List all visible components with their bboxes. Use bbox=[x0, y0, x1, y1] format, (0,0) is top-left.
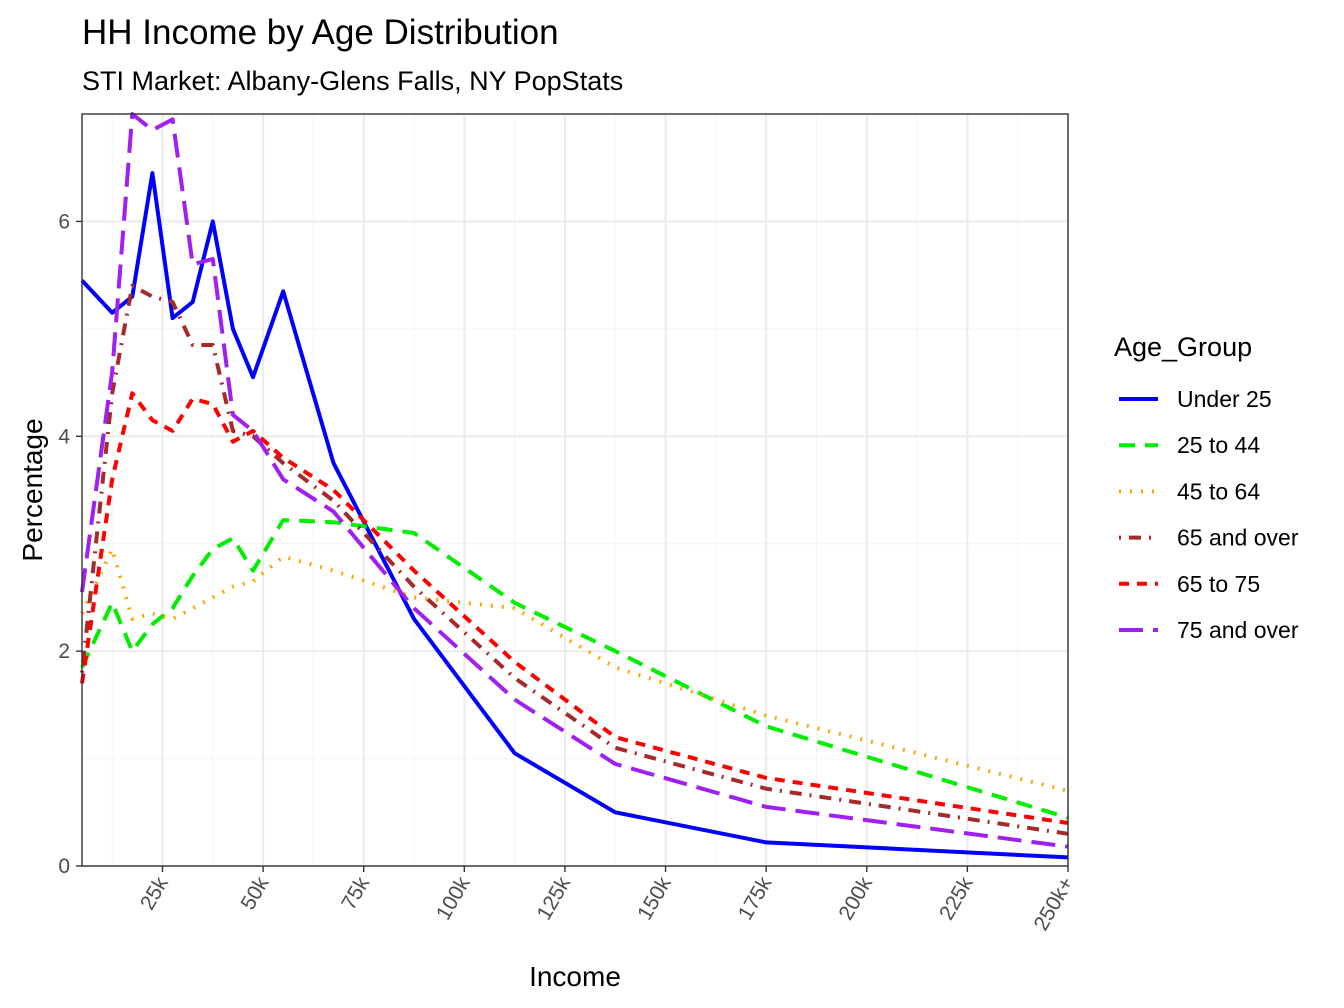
legend-label: 75 and over bbox=[1177, 617, 1299, 643]
legend-title: Age_Group bbox=[1114, 332, 1252, 362]
series-line-65-and-over bbox=[80, 283, 1069, 836]
x-tick-label: 125k bbox=[533, 873, 576, 924]
x-axis-title: Income bbox=[529, 961, 621, 992]
axis-ticks: 0 2 4 6 25k 50k 75k 100k 125k 150k 175k 200k 225k 250… bbox=[58, 210, 1078, 934]
x-tick-label: 200k bbox=[834, 873, 877, 924]
legend-label: 25 to 44 bbox=[1177, 432, 1260, 458]
x-tick-label: 50k bbox=[237, 873, 274, 914]
legend-label: 45 to 64 bbox=[1177, 478, 1260, 504]
x-tick-label: 25k bbox=[136, 873, 173, 914]
chart-title: HH Income by Age Distribution bbox=[82, 13, 559, 52]
legend: Age_Group Under 25 25 to 44 45 to 64 65 and… bbox=[1114, 332, 1299, 643]
y-axis-title: Percentage bbox=[17, 418, 48, 561]
y-tick-label: 4 bbox=[58, 425, 70, 448]
legend-label: 65 and over bbox=[1177, 525, 1299, 551]
legend-label: Under 25 bbox=[1177, 386, 1272, 412]
series-line-75-and-over bbox=[80, 112, 1069, 849]
x-tick-label: 100k bbox=[432, 873, 475, 924]
y-tick-label: 0 bbox=[58, 855, 70, 878]
series-line-25-to-44 bbox=[80, 518, 1069, 820]
legend-items: Under 25 25 to 44 45 to 64 65 and over 65 to… bbox=[1119, 386, 1299, 643]
series-line-45-to-64 bbox=[80, 547, 1069, 793]
plot-panel bbox=[81, 113, 1069, 867]
x-tick-label: 225k bbox=[935, 873, 978, 924]
series-lines bbox=[80, 112, 1069, 860]
legend-label: 65 to 75 bbox=[1177, 571, 1260, 597]
y-tick-label: 2 bbox=[58, 640, 70, 663]
x-tick-label: 150k bbox=[633, 873, 676, 924]
y-tick-label: 6 bbox=[58, 210, 70, 233]
gridlines bbox=[82, 114, 1069, 867]
x-tick-label: 175k bbox=[734, 873, 777, 924]
x-tick-label: 250k+ bbox=[1030, 873, 1079, 935]
chart-subtitle: STI Market: Albany-Glens Falls, NY PopSt… bbox=[82, 66, 623, 96]
series-line-under-25 bbox=[80, 171, 1069, 860]
series-line-65-to-75 bbox=[80, 391, 1069, 825]
x-tick-label: 75k bbox=[337, 873, 374, 914]
